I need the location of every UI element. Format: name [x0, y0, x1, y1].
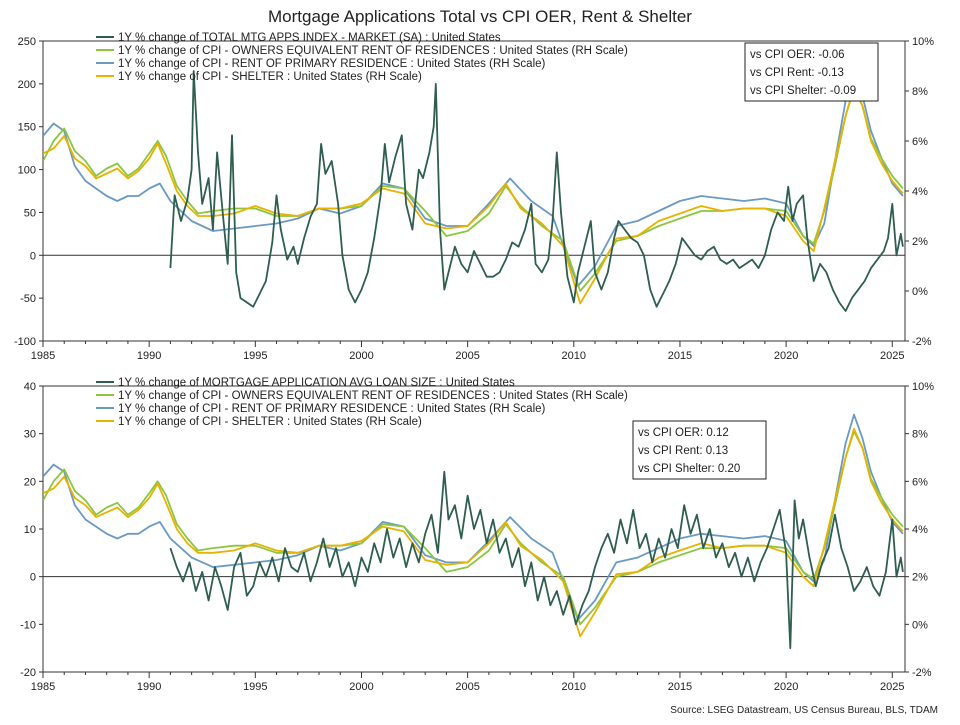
- series-line-oer: [43, 87, 904, 292]
- series-line-shelter: [43, 85, 904, 305]
- left-tick-label: -100: [14, 336, 36, 348]
- left-tick-label: 100: [18, 165, 36, 177]
- left-tick-label: 10: [24, 524, 36, 536]
- right-tick-label: 6%: [912, 136, 928, 148]
- legend-entry: 1Y % change of CPI - SHELTER : United St…: [118, 416, 422, 428]
- left-tick-label: -50: [20, 293, 36, 305]
- right-tick-label: 2%: [912, 572, 928, 584]
- right-tick-label: 8%: [912, 86, 928, 98]
- x-tick-label: 2000: [349, 350, 373, 362]
- correlation-box: [632, 420, 767, 480]
- left-tick-label: 50: [24, 207, 36, 219]
- series-line-apps: [169, 470, 904, 650]
- x-tick-label: 2010: [562, 681, 586, 693]
- x-tick-label: 2010: [562, 350, 586, 362]
- left-tick-label: 0: [30, 572, 36, 584]
- chart-source: Source: LSEG Datastream, US Census Burea…: [670, 705, 938, 716]
- left-tick-label: 40: [24, 381, 36, 393]
- right-tick-label: 4%: [912, 186, 928, 198]
- x-tick-label: 1990: [137, 681, 161, 693]
- correlation-box: [744, 42, 879, 102]
- series-line-apps: [169, 70, 904, 312]
- right-tick-label: 6%: [912, 476, 928, 488]
- right-tick-label: 0%: [912, 286, 928, 298]
- x-tick-label: 2025: [880, 350, 904, 362]
- x-tick-label: 1995: [243, 681, 267, 693]
- left-tick-label: -10: [20, 619, 36, 631]
- legend-entry: 1Y % change of CPI - RENT OF PRIMARY RES…: [118, 58, 546, 70]
- x-tick-label: 1985: [31, 350, 55, 362]
- correlation-text: vs CPI Shelter: -0.09: [750, 85, 856, 97]
- right-tick-label: 2%: [912, 236, 928, 248]
- x-tick-label: 2000: [349, 681, 373, 693]
- x-tick-label: 2025: [880, 681, 904, 693]
- right-tick-label: 0%: [912, 619, 928, 631]
- right-tick-label: -2%: [912, 336, 932, 348]
- left-tick-label: -20: [20, 667, 36, 679]
- correlation-text: vs CPI OER: 0.12: [638, 427, 729, 439]
- x-tick-label: 2015: [668, 350, 692, 362]
- panel-2: -20 -10 0 10 20 30 40 -2% 0% 2% 4% 6% 8% 10% 1985 1990 1…: [20, 377, 934, 693]
- right-tick-label: 10%: [912, 36, 934, 48]
- legend-entry: 1Y % change of CPI - SHELTER : United St…: [118, 71, 422, 83]
- legend-entry: 1Y % change of CPI - OWNERS EQUIVALENT R…: [118, 45, 628, 57]
- panel-1: -100 -50 0 50 100 150 200 250 -2% 0% 2% 4% 6% 8% 10% 19…: [14, 32, 934, 362]
- left-tick-label: 0: [30, 250, 36, 262]
- x-tick-label: 2020: [774, 350, 798, 362]
- correlation-text: vs CPI Shelter: 0.20: [638, 463, 740, 475]
- legend-entry: 1Y % change of MORTGAGE APPLICATION AVG …: [118, 377, 515, 389]
- series-line-oer: [43, 430, 904, 626]
- x-tick-label: 1985: [31, 681, 55, 693]
- chart-title: Mortgage Applications Total vs CPI OER, …: [268, 7, 692, 26]
- right-tick-label: 8%: [912, 429, 928, 441]
- x-tick-label: 1995: [243, 350, 267, 362]
- right-tick-label: 10%: [912, 381, 934, 393]
- x-tick-label: 2005: [455, 350, 479, 362]
- left-tick-label: 30: [24, 429, 36, 441]
- x-tick-label: 1990: [137, 350, 161, 362]
- left-tick-label: 20: [24, 476, 36, 488]
- left-tick-label: 150: [18, 122, 36, 134]
- left-tick-label: 200: [18, 79, 36, 91]
- x-tick-label: 2020: [774, 681, 798, 693]
- left-tick-label: 250: [18, 36, 36, 48]
- correlation-text: vs CPI OER: -0.06: [750, 49, 845, 61]
- legend-entry: 1Y % change of CPI - OWNERS EQUIVALENT R…: [118, 390, 628, 402]
- series-line-shelter: [43, 427, 904, 638]
- legend-entry: 1Y % change of CPI - RENT OF PRIMARY RES…: [118, 403, 546, 415]
- x-tick-label: 2015: [668, 681, 692, 693]
- correlation-text: vs CPI Rent: 0.13: [638, 445, 728, 457]
- legend-entry: 1Y % change of TOTAL MTG APPS INDEX - MA…: [118, 32, 501, 44]
- right-tick-label: -2%: [912, 667, 932, 679]
- right-tick-label: 4%: [912, 524, 928, 536]
- correlation-text: vs CPI Rent: -0.13: [750, 67, 844, 79]
- x-tick-label: 2005: [455, 681, 479, 693]
